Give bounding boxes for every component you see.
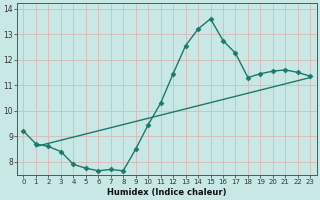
X-axis label: Humidex (Indice chaleur): Humidex (Indice chaleur) [107,188,227,197]
